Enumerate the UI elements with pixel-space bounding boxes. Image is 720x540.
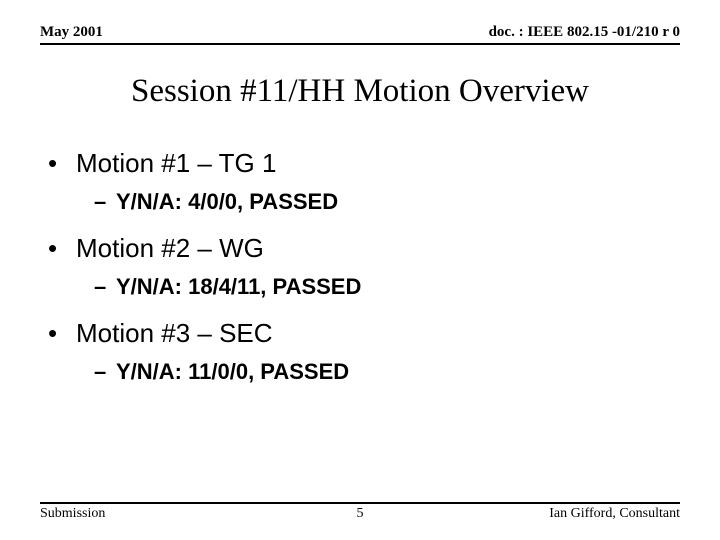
bullet-level1: • Motion #1 – TG 1 <box>48 148 680 179</box>
bullet-dash-icon: – <box>94 274 116 300</box>
bullet-dash-icon: – <box>94 189 116 215</box>
header: May 2001 doc. : IEEE 802.15 -01/210 r 0 <box>40 24 680 41</box>
bullet-l2-text: Y/N/A: 18/4/11, PASSED <box>116 274 361 300</box>
bullet-dot-icon: • <box>48 318 76 349</box>
bullet-dot-icon: • <box>48 148 76 179</box>
slide: May 2001 doc. : IEEE 802.15 -01/210 r 0 … <box>0 0 720 540</box>
bullet-level2: – Y/N/A: 11/0/0, PASSED <box>94 359 680 385</box>
footer-rule <box>40 502 680 504</box>
bullet-l2-text: Y/N/A: 4/0/0, PASSED <box>116 189 338 215</box>
footer-left: Submission <box>40 506 105 522</box>
bullet-l2-text: Y/N/A: 11/0/0, PASSED <box>116 359 349 385</box>
bullet-l1-text: Motion #2 – WG <box>76 233 264 264</box>
bullet-dot-icon: • <box>48 233 76 264</box>
header-doc-id: doc. : IEEE 802.15 -01/210 r 0 <box>489 24 680 41</box>
bullet-dash-icon: – <box>94 359 116 385</box>
header-date: May 2001 <box>40 24 103 41</box>
bullet-level1: • Motion #2 – WG <box>48 233 680 264</box>
bullet-level2: – Y/N/A: 4/0/0, PASSED <box>94 189 680 215</box>
slide-title: Session #11/HH Motion Overview <box>40 73 680 110</box>
bullet-level2: – Y/N/A: 18/4/11, PASSED <box>94 274 680 300</box>
header-rule <box>40 43 680 45</box>
bullet-l1-text: Motion #1 – TG 1 <box>76 148 276 179</box>
content: • Motion #1 – TG 1 – Y/N/A: 4/0/0, PASSE… <box>40 148 680 385</box>
footer-right: Ian Gifford, Consultant <box>549 506 680 522</box>
bullet-l1-text: Motion #3 – SEC <box>76 318 273 349</box>
bullet-level1: • Motion #3 – SEC <box>48 318 680 349</box>
footer: 5 Submission Ian Gifford, Consultant <box>40 502 680 522</box>
